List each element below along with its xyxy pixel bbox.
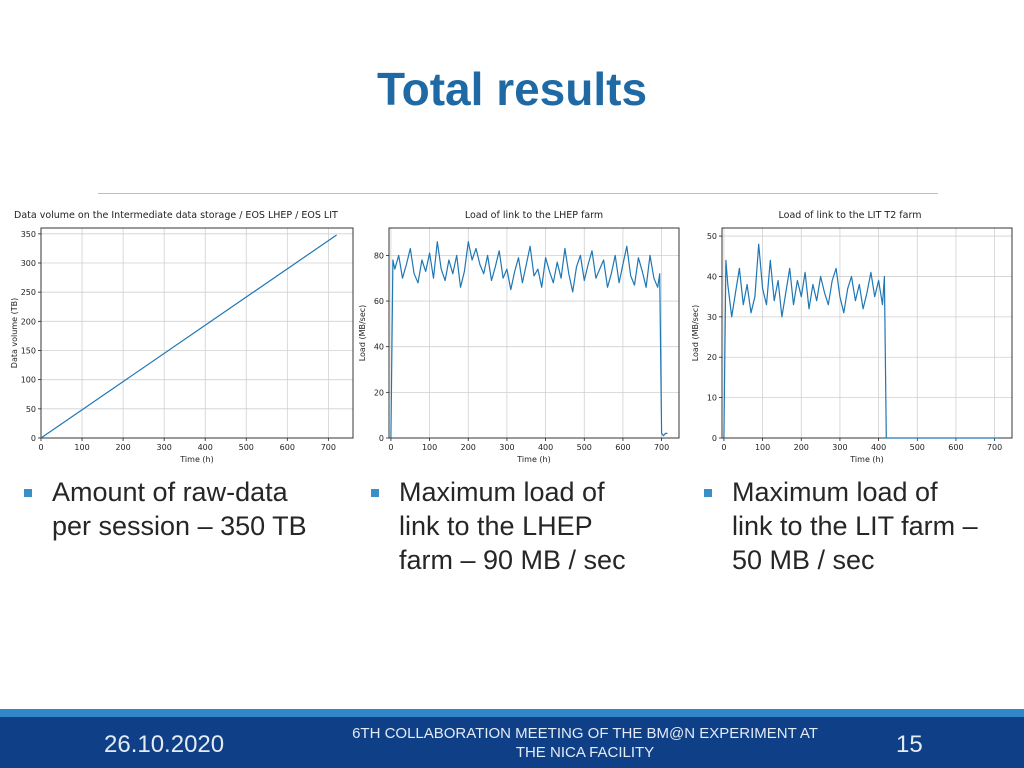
bullet-line: link to the LIT farm –: [732, 511, 978, 541]
y-tick-label: 40: [707, 272, 717, 281]
chart-title: Data volume on the Intermediate data sto…: [14, 210, 338, 221]
y-tick-label: 0: [379, 434, 384, 443]
y-tick-label: 80: [374, 251, 384, 260]
plot-frame: [40, 227, 354, 439]
x-tick-label: 500: [910, 443, 925, 452]
title-divider: [98, 193, 938, 194]
x-tick-label: 600: [615, 443, 630, 452]
plot-frame: [388, 227, 680, 439]
y-tick-label: 10: [707, 394, 717, 403]
y-tick-label: 100: [21, 376, 36, 385]
y-tick-label: 0: [712, 434, 717, 443]
bullet-line: farm – 90 MB / sec: [399, 545, 626, 575]
y-tick-label: 0: [31, 434, 36, 443]
x-tick-label: 400: [538, 443, 553, 452]
x-tick-label: 700: [321, 443, 336, 452]
series-line: [390, 241, 668, 439]
bullet-line: per session – 350 TB: [52, 511, 307, 541]
bullet-marker: [24, 489, 32, 497]
bullet-line: Maximum load of: [732, 477, 938, 507]
series-line: [723, 243, 999, 439]
x-axis-label: Time (h): [849, 455, 883, 464]
footer-page-number: 15: [896, 731, 923, 758]
footer-conference-line: THE NICA FACILITY: [515, 744, 655, 761]
x-tick-label: 300: [499, 443, 514, 452]
y-tick-label: 50: [26, 405, 36, 414]
bullet-lit-load: Maximum load of link to the LIT farm – 5…: [704, 475, 1017, 577]
chart-title: Load of link to the LHEP farm: [465, 210, 603, 221]
bullet-marker: [704, 489, 712, 497]
y-tick-label: 20: [707, 353, 717, 362]
bullet-marker: [371, 489, 379, 497]
footer-date: 26.10.2020: [104, 731, 225, 758]
x-tick-label: 200: [794, 443, 809, 452]
slide-title: Total results: [376, 63, 648, 115]
x-tick-label: 100: [422, 443, 437, 452]
chart-title: Load of link to the LIT T2 farm: [779, 210, 922, 221]
bullet-line: 50 MB / sec: [732, 545, 875, 575]
x-axis-label: Time (h): [516, 455, 550, 464]
footer-stripe: [0, 709, 1024, 717]
x-tick-label: 500: [239, 443, 254, 452]
x-tick-label: 300: [157, 443, 172, 452]
footer-conference-line: 6TH COLLABORATION MEETING OF THE BM@N EX…: [352, 725, 818, 742]
x-tick-label: 0: [721, 443, 726, 452]
bullet-line: link to the LHEP: [399, 511, 593, 541]
plot-frame: [721, 227, 1013, 439]
data-volume-chart-svg: Data volume on the Intermediate data sto…: [10, 210, 354, 464]
y-tick-label: 150: [21, 347, 36, 356]
bullet-line: Amount of raw-data: [52, 477, 288, 507]
y-tick-label: 200: [21, 317, 36, 326]
x-tick-label: 0: [388, 443, 393, 452]
y-tick-label: 60: [374, 297, 384, 306]
x-axis-label: Time (h): [179, 455, 213, 464]
x-tick-label: 400: [871, 443, 886, 452]
x-tick-label: 300: [832, 443, 847, 452]
x-tick-label: 0: [38, 443, 43, 452]
x-tick-label: 100: [74, 443, 89, 452]
bullet-raw-data: Amount of raw-data per session – 350 TB: [24, 475, 352, 543]
series-line: [40, 234, 337, 439]
y-tick-label: 250: [21, 288, 36, 297]
y-axis-label: Data volume (TB): [10, 298, 19, 368]
data-volume-chart: Data volume on the Intermediate data sto…: [6, 204, 358, 470]
y-tick-label: 20: [374, 388, 384, 397]
x-tick-label: 600: [280, 443, 295, 452]
y-tick-label: 30: [707, 313, 717, 322]
footer-bar: 26.10.2020 6TH COLLABORATION MEETING OF …: [0, 717, 1024, 768]
lit-load-chart: Load of link to the LIT T2 farm 0 100 200 30…: [690, 204, 1020, 470]
y-tick-label: 50: [707, 232, 717, 241]
y-tick-label: 40: [374, 343, 384, 352]
x-tick-label: 400: [198, 443, 213, 452]
y-axis-label: Load (MB/sec): [358, 305, 367, 362]
bullet-lhep-load: Maximum load of link to the LHEP farm – …: [371, 475, 689, 577]
x-tick-label: 500: [577, 443, 592, 452]
x-tick-label: 200: [115, 443, 130, 452]
x-tick-label: 700: [654, 443, 669, 452]
y-tick-label: 300: [21, 259, 36, 268]
y-axis-label: Load (MB/sec): [691, 305, 700, 362]
footer-conference: 6TH COLLABORATION MEETING OF THE BM@N EX…: [330, 724, 840, 762]
lhep-load-chart: Load of link to the LHEP farm 0 100 200 300 4…: [356, 204, 686, 470]
x-tick-label: 600: [948, 443, 963, 452]
x-tick-label: 100: [755, 443, 770, 452]
x-tick-label: 700: [987, 443, 1002, 452]
x-tick-label: 200: [461, 443, 476, 452]
y-tick-label: 350: [21, 230, 36, 239]
bullet-line: Maximum load of: [399, 477, 605, 507]
